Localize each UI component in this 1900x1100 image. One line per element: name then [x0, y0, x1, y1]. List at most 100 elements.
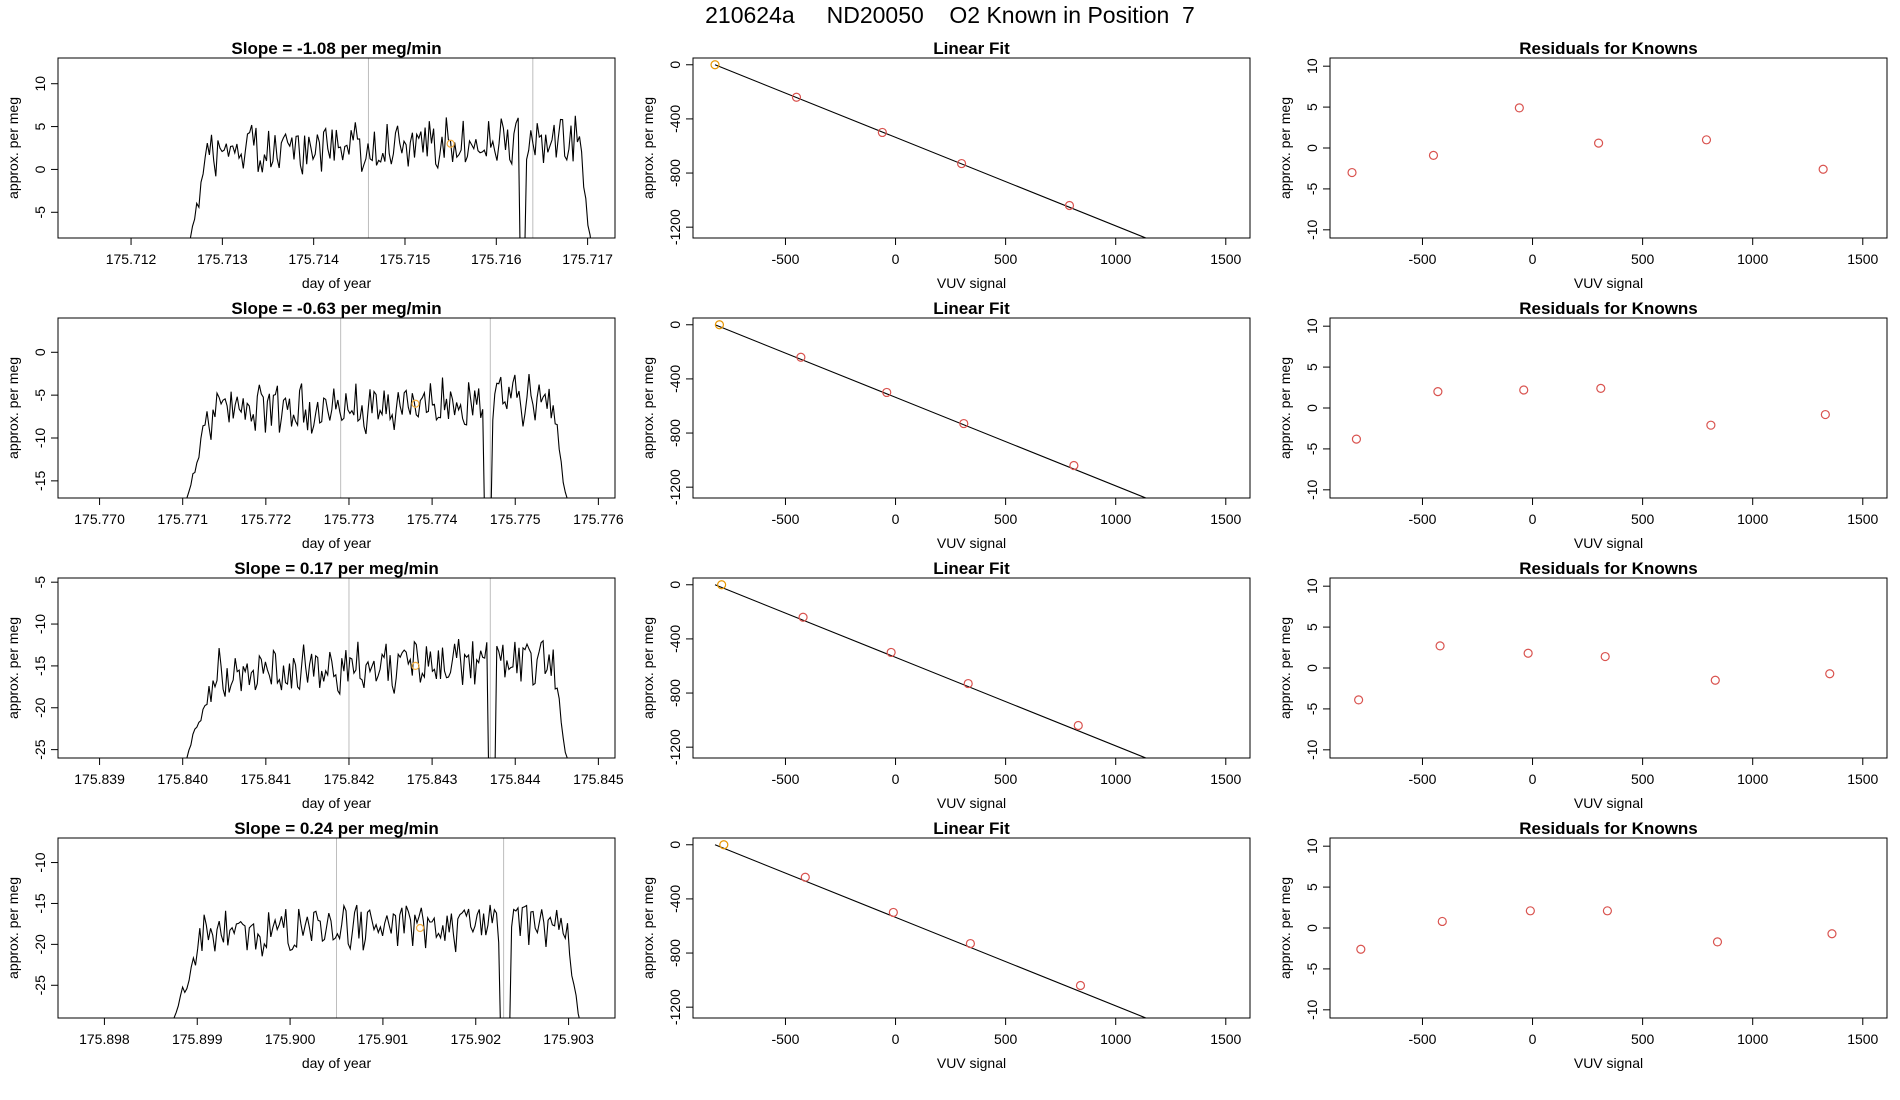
r3-fit-xtick-label: 1000: [1100, 771, 1131, 787]
r4-fit-panel: Linear Fit VUV signal approx. per meg -500 0…: [640, 819, 1251, 1071]
r1-fit-ytick-label: 0: [667, 61, 683, 69]
r3-resid-ylabel: approx. per meg: [1277, 617, 1293, 719]
r1-series-ytick-label: 10: [32, 76, 48, 92]
r1-resid-data-point: [1428, 150, 1439, 160]
r4-resid-data-point: [1602, 906, 1612, 916]
r2-series-xtick-label: 175.776: [573, 511, 624, 527]
r2-fit-fit-line: [714, 324, 1148, 498]
r4-resid-data-point: [1437, 916, 1447, 927]
r3-resid-data-point: [1435, 641, 1445, 651]
r3-fit-xlabel: VUV signal: [937, 795, 1006, 811]
r1-fit-xtick-label: 500: [994, 251, 1018, 267]
r3-fit-data-point: [717, 580, 727, 590]
r3-resid-xtick-label: 1000: [1737, 771, 1768, 787]
r1-series-plot-area: [189, 58, 591, 238]
r4-series-marker-point: [415, 923, 425, 933]
r4-fit-ytick-label: -800: [667, 939, 683, 967]
r3-fit-plot-area: [714, 580, 1148, 758]
r1-fit-plot-area: [710, 60, 1190, 257]
r2-series-xtick-label: 175.775: [490, 511, 541, 527]
r3-series-xlabel: day of year: [302, 795, 372, 811]
r1-series-marker-point: [446, 139, 455, 148]
r1-resid-data-point: [1593, 138, 1604, 148]
r1-fit-ytick-label: -1200: [667, 209, 683, 245]
r4-resid-ytick-label: -10: [1304, 999, 1320, 1019]
r4-resid-ytick-label: -5: [1304, 962, 1320, 975]
r3-series-xtick-label: 175.842: [324, 771, 375, 787]
r3-resid-ytick-label: -10: [1304, 739, 1320, 759]
r1-resid-xtick-label: 1500: [1847, 251, 1878, 267]
r2-series-xtick-label: 175.773: [324, 511, 375, 527]
r2-resid-ytick-label: -10: [1304, 479, 1320, 499]
r2-series-ytick-label: -10: [32, 428, 48, 448]
r2-fit-xtick-label: 1000: [1100, 511, 1131, 527]
r2-resid-data-point: [1433, 387, 1443, 397]
r3-series-plot-area: [186, 578, 568, 758]
r1-series-ytick-label: 5: [32, 122, 48, 130]
r3-series-title: Slope = 0.17 per meg/min: [234, 559, 439, 578]
r4-fit-ytick-label: -1200: [667, 989, 683, 1025]
r2-fit-panel: Linear Fit VUV signal approx. per meg -500 0…: [640, 299, 1251, 551]
r3-resid-panel: Residuals for Knowns VUV signal approx. pe…: [1277, 559, 1888, 811]
r1-resid-xtick-label: 500: [1631, 251, 1655, 267]
r3-fit-panel: Linear Fit VUV signal approx. per meg -500 0…: [640, 559, 1251, 811]
r1-resid-frame: [1329, 57, 1888, 239]
r1-resid-panel: Residuals for Knowns VUV signal approx. pe…: [1277, 39, 1888, 291]
r3-series-xtick-label: 175.841: [241, 771, 292, 787]
r1-series-xtick-label: 175.715: [380, 251, 431, 267]
r2-resid-xtick-label: 1000: [1737, 511, 1768, 527]
r1-series-series-line: [189, 115, 591, 238]
r3-fit-ytick-label: 0: [667, 581, 683, 589]
r2-fit-xtick-label: 500: [994, 511, 1018, 527]
r4-resid-xtick-label: -500: [1408, 1031, 1436, 1047]
r2-fit-frame: [692, 317, 1251, 499]
r3-resid-plot-area: [1354, 641, 1835, 705]
r2-resid-ytick-label: -5: [1304, 442, 1320, 455]
r2-fit-ytick-label: -800: [667, 419, 683, 447]
r2-fit-xtick-label: -500: [771, 511, 799, 527]
r2-series-xtick-label: 175.774: [407, 511, 458, 527]
r2-series-plot-area: [186, 318, 568, 498]
r2-series-title: Slope = -0.63 per meg/min: [231, 299, 441, 318]
r4-series-panel: Slope = 0.24 per meg/min day of year appro…: [5, 819, 616, 1071]
r2-series-ytick-label: 0: [32, 348, 48, 356]
r2-fit-xlabel: VUV signal: [937, 535, 1006, 551]
r2-resid-ylabel: approx. per meg: [1277, 357, 1293, 459]
r3-fit-xtick-label: 1500: [1210, 771, 1241, 787]
r1-series-xlabel: day of year: [302, 275, 372, 291]
r4-series-plot-area: [173, 838, 580, 1018]
r3-resid-data-point: [1600, 651, 1610, 662]
r3-fit-fit-line: [714, 584, 1148, 758]
r3-resid-title: Residuals for Knowns: [1519, 559, 1698, 578]
r1-series-xtick-label: 175.714: [288, 251, 339, 267]
r4-resid-title: Residuals for Knowns: [1519, 819, 1698, 838]
r3-series-xtick-label: 175.843: [407, 771, 458, 787]
r2-series-series-line: [186, 374, 568, 498]
r4-resid-ytick-label: 0: [1304, 924, 1320, 932]
r4-resid-ytick-label: 10: [1304, 838, 1320, 854]
r1-series-ylabel: approx. per meg: [5, 97, 21, 199]
r2-resid-xlabel: VUV signal: [1574, 535, 1643, 551]
r3-fit-ytick-label: -400: [667, 625, 683, 653]
r3-series-ytick-label: -20: [32, 697, 48, 717]
r1-fit-xtick-label: 1500: [1210, 251, 1241, 267]
r4-series-series-line: [173, 903, 580, 1018]
r2-resid-data-point: [1706, 420, 1716, 430]
r4-fit-data-point: [800, 872, 810, 882]
r3-series-xtick-label: 175.844: [490, 771, 541, 787]
r3-resid-ytick-label: -5: [1304, 702, 1320, 715]
r2-series-ytick-label: -5: [32, 389, 48, 402]
r4-series-ytick-label: -20: [32, 934, 48, 954]
r2-resid-xtick-label: 500: [1631, 511, 1655, 527]
r2-series-xtick-label: 175.771: [157, 511, 208, 527]
r1-fit-data-point: [1182, 249, 1190, 257]
r2-resid-data-point: [1820, 409, 1830, 420]
r2-series-frame: [57, 317, 616, 499]
r2-fit-ytick-label: 0: [667, 321, 683, 329]
r3-series-ytick-label: -5: [32, 576, 48, 589]
r4-fit-xtick-label: 1000: [1100, 1031, 1131, 1047]
r1-fit-ylabel: approx. per meg: [640, 97, 656, 199]
r3-fit-data-point: [886, 647, 896, 658]
r1-fit-title: Linear Fit: [933, 39, 1010, 58]
r2-fit-ytick-label: -400: [667, 365, 683, 393]
